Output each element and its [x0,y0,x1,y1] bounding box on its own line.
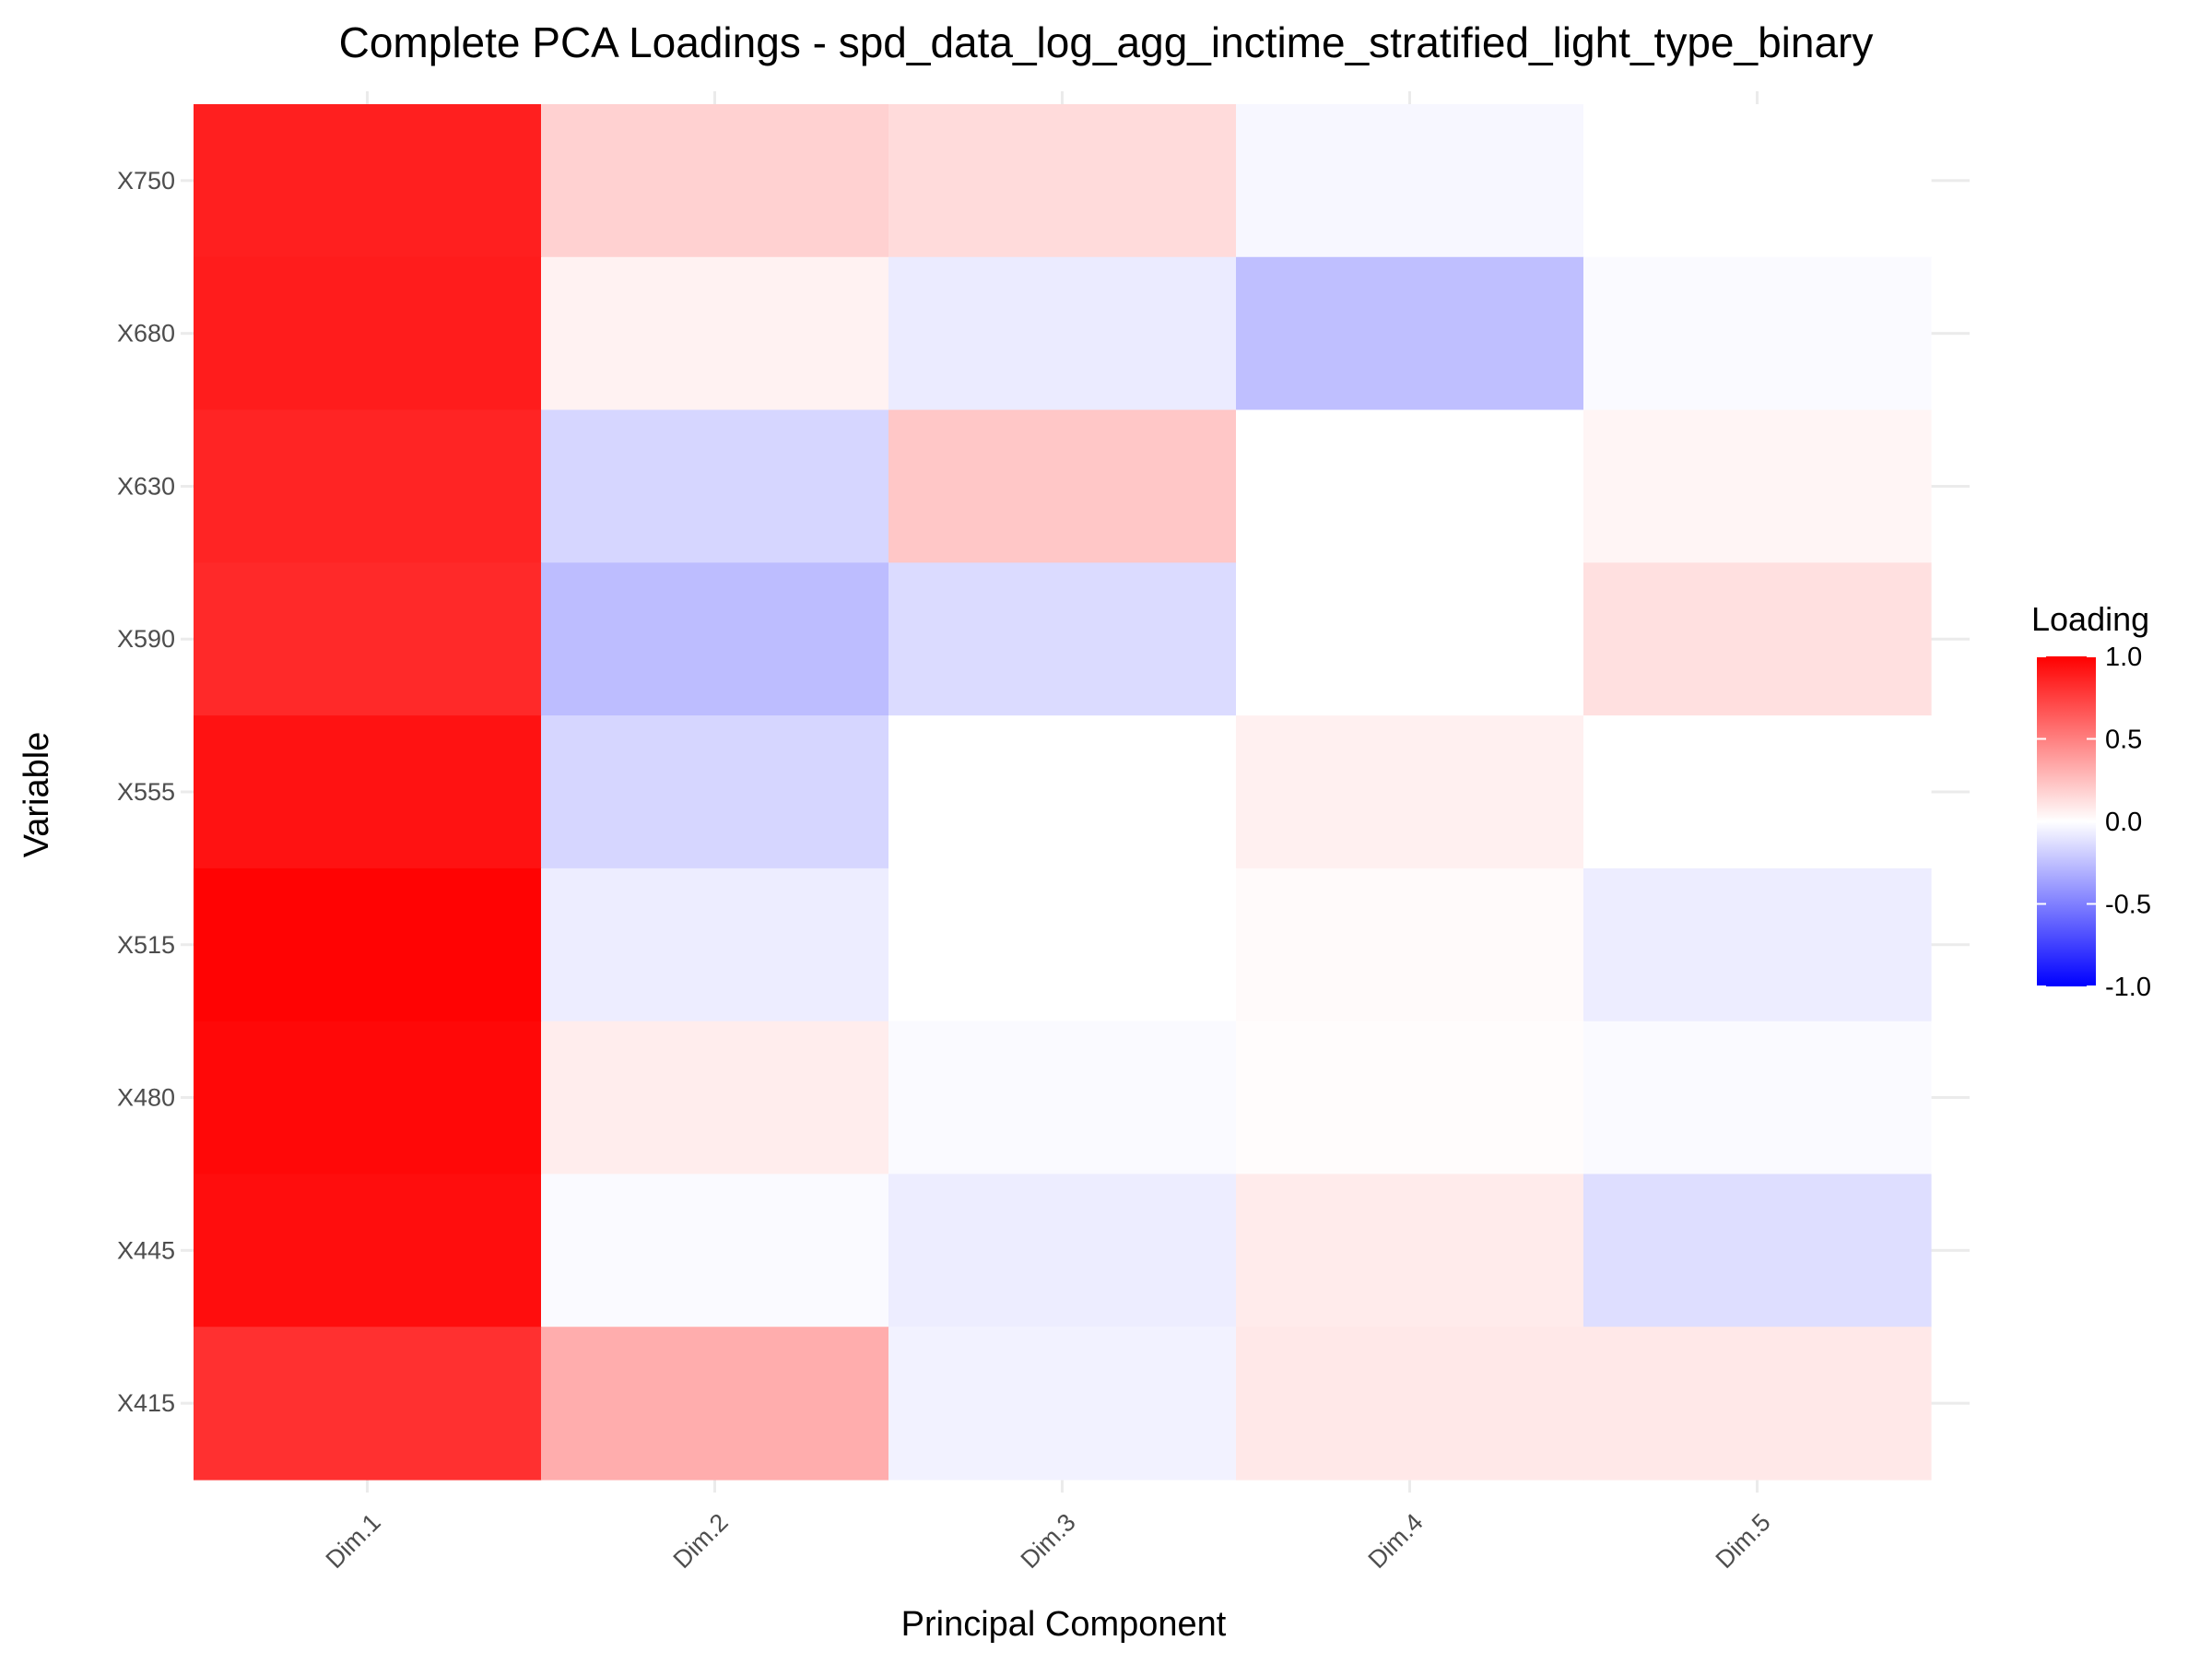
legend-title: Loading [2031,600,2149,638]
heatmap-cell-X415-Dim.3 [888,1327,1237,1481]
x-axis-title: Principal Component [901,1605,1227,1644]
legend-colorbar [2037,656,2096,986]
heatmap-cell-X555-Dim.1 [194,715,542,869]
heatmap-cell-X415-Dim.2 [541,1327,889,1481]
legend: Loading 1.0 0.5 0.0 -0.5 -1.0 [2031,600,2151,1002]
y-tick-label: X445 [117,1236,175,1264]
heatmap-cell-X555-Dim.5 [1583,715,1932,869]
y-tick-label: X415 [117,1389,175,1417]
heatmap-cell-X630-Dim.4 [1236,409,1584,563]
heatmap-cell-X415-Dim.1 [194,1327,542,1481]
heatmap-cell-X590-Dim.4 [1236,562,1584,716]
heatmap-cell-X445-Dim.4 [1236,1174,1584,1328]
heatmap-cell-X750-Dim.4 [1236,104,1584,258]
heatmap-cell-X515-Dim.4 [1236,867,1584,1022]
legend-tick-label: 0.0 [2105,808,2142,837]
legend-tick-label: 1.0 [2105,643,2142,672]
heatmap-cell-X515-Dim.3 [888,867,1237,1022]
y-tick-label: X680 [117,320,175,348]
heatmap-cell-X630-Dim.2 [541,409,889,563]
heatmap-cell-X445-Dim.5 [1583,1174,1932,1328]
heatmap-cell-X515-Dim.5 [1583,867,1932,1022]
x-tick-label: Dim.1 [321,1508,386,1574]
y-tick-label: X750 [117,167,175,195]
heatmap-cell-X415-Dim.4 [1236,1327,1584,1481]
heatmap-cell-X680-Dim.3 [888,256,1237,411]
heatmap-cell-X480-Dim.2 [541,1021,889,1175]
heatmap-cell-X480-Dim.5 [1583,1021,1932,1175]
heatmap-cell-X480-Dim.1 [194,1021,542,1175]
y-tick-label: X590 [117,625,175,653]
heatmap-cell-X590-Dim.2 [541,562,889,716]
heatmap-cell-X750-Dim.1 [194,104,542,258]
y-tick-label: X555 [117,778,175,806]
heatmap-cell-X630-Dim.1 [194,409,542,563]
legend-tick-label: 0.5 [2105,726,2142,755]
heatmap-cell-X680-Dim.2 [541,256,889,411]
heatmap-cell-X630-Dim.5 [1583,409,1932,563]
y-axis-ticks: X750 X680 X630 X590 X555 X515 X480 X445 X415 [117,167,175,1417]
y-axis-title: Variable [18,732,56,858]
legend-ticks: 1.0 0.5 0.0 -0.5 -1.0 [2037,643,2151,1002]
heatmap-cell-X480-Dim.3 [888,1021,1237,1175]
x-axis-ticks: Dim.1 Dim.2 Dim.3 Dim.4 Dim.5 [321,1508,1776,1574]
heatmap-cell-X680-Dim.1 [194,256,542,411]
legend-tick-label: -1.0 [2105,973,2151,1002]
x-tick-label: Dim.4 [1363,1508,1429,1574]
heatmap-cell-X750-Dim.2 [541,104,889,258]
heatmap-cell-X680-Dim.5 [1583,256,1932,411]
heatmap-cell-X555-Dim.2 [541,715,889,869]
heatmap-cell-X515-Dim.2 [541,867,889,1022]
heatmap-cell-X590-Dim.1 [194,562,542,716]
heatmap-cell-X630-Dim.3 [888,409,1237,563]
heatmap-cells [194,104,1932,1481]
heatmap-cell-X445-Dim.3 [888,1174,1237,1328]
heatmap-cell-X445-Dim.1 [194,1174,542,1328]
x-tick-label: Dim.3 [1016,1508,1081,1574]
heatmap-cell-X590-Dim.3 [888,562,1237,716]
heatmap-cell-X480-Dim.4 [1236,1021,1584,1175]
y-tick-label: X515 [117,931,175,959]
heatmap-cell-X415-Dim.5 [1583,1327,1932,1481]
y-tick-label: X630 [117,472,175,500]
heatmap-cell-X555-Dim.4 [1236,715,1584,869]
x-tick-label: Dim.5 [1711,1508,1776,1574]
heatmap-cell-X445-Dim.2 [541,1174,889,1328]
heatmap-cell-X750-Dim.5 [1583,104,1932,258]
chart-title: Complete PCA Loadings - spd_data_log_agg… [339,18,1874,66]
y-tick-label: X480 [117,1084,175,1112]
heatmap-cell-X555-Dim.3 [888,715,1237,869]
heatmap-cell-X750-Dim.3 [888,104,1237,258]
x-tick-label: Dim.2 [668,1508,734,1574]
heatmap-cell-X515-Dim.1 [194,867,542,1022]
heatmap-cell-X590-Dim.5 [1583,562,1932,716]
heatmap-cell-X680-Dim.4 [1236,256,1584,411]
legend-tick-label: -0.5 [2105,891,2151,920]
